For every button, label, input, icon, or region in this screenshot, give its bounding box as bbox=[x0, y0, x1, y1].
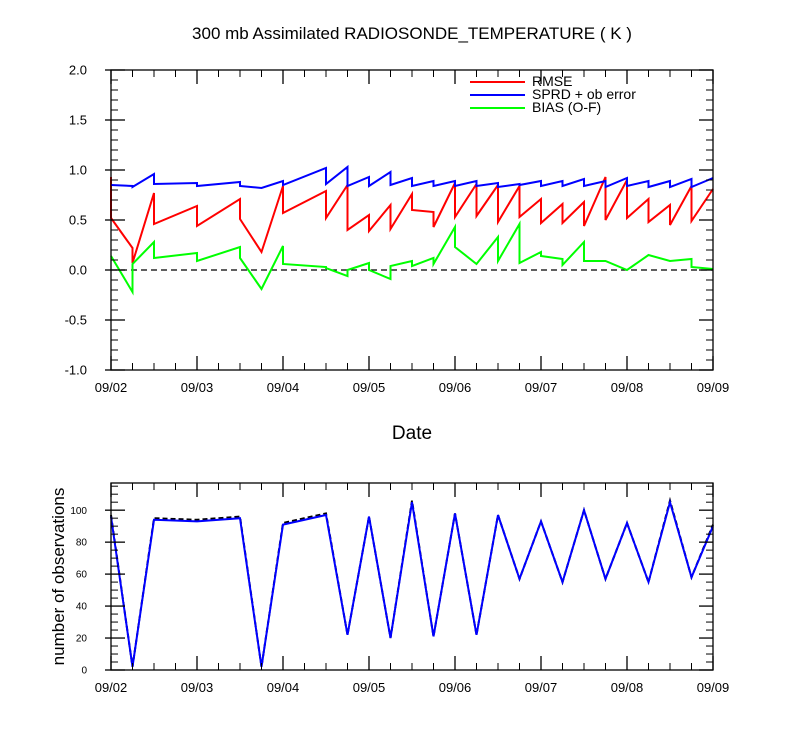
panel1-legend-label-2: SPRD + ob error bbox=[532, 86, 636, 102]
panel2-x-tick-label: 09/07 bbox=[525, 680, 558, 695]
panel1-y-tick-label: 0.5 bbox=[69, 213, 87, 228]
panel2-y-tick-label: 80 bbox=[76, 538, 88, 549]
panel1-legend-label-1: RMSE bbox=[532, 73, 572, 89]
panel2-x-tick-label: 09/02 bbox=[95, 680, 128, 695]
panel2-x-tick-label: 09/05 bbox=[353, 680, 386, 695]
panel2-x-tick-label: 09/09 bbox=[697, 680, 730, 695]
panel1-x-tick-label: 09/03 bbox=[181, 380, 214, 395]
panel1-y-tick-label: 2.0 bbox=[69, 63, 87, 78]
panel1-legend-label-3: BIAS (O-F) bbox=[532, 99, 601, 115]
panel2-y-tick-label: 40 bbox=[76, 602, 88, 613]
panel1-plot-frame bbox=[110, 69, 714, 371]
panel1-y-tick-label: 1.5 bbox=[69, 113, 87, 128]
panel1-x-tick-label: 09/05 bbox=[353, 380, 386, 395]
panel1-series-1-line bbox=[110, 176, 714, 264]
panel1-x-tick-label: 09/06 bbox=[439, 380, 472, 395]
panel1-x-tick-label: 09/07 bbox=[525, 380, 558, 395]
panel2-x-tick-label: 09/03 bbox=[181, 680, 214, 695]
panel2-y-tick-label: 0 bbox=[81, 666, 87, 677]
panel1-x-tick-label: 09/09 bbox=[697, 380, 730, 395]
panel1-series-2-line bbox=[110, 164, 714, 190]
panel2-series-2-line bbox=[110, 498, 714, 667]
panel2-y-tick-label: 60 bbox=[76, 570, 88, 581]
panel1-y-tick-label: -0.5 bbox=[65, 313, 87, 328]
panel2-x-tick-label: 09/06 bbox=[439, 680, 472, 695]
panel2-plot-frame bbox=[110, 482, 714, 671]
panel2-x-tick-label: 09/08 bbox=[611, 680, 644, 695]
panel1-x-tick-label: 09/02 bbox=[95, 380, 128, 395]
panel1-x-axis-label: Date bbox=[392, 423, 432, 444]
panel1-y-tick-label: -1.0 bbox=[65, 363, 87, 378]
panel1-x-tick-label: 09/04 bbox=[267, 380, 300, 395]
panel1-x-tick-label: 09/08 bbox=[611, 380, 644, 395]
panel2-y-tick-label: 20 bbox=[76, 634, 88, 645]
panel1-y-tick-label: 1.0 bbox=[69, 163, 87, 178]
panel2-x-tick-label: 09/04 bbox=[267, 680, 300, 695]
panel2-y-tick-label: 100 bbox=[70, 506, 87, 517]
panel2-y-axis-label: number of observations bbox=[49, 488, 68, 666]
panel1-series-3-line bbox=[110, 220, 714, 296]
panel1-title: 300 mb Assimilated RADIOSONDE_TEMPERATUR… bbox=[192, 24, 632, 43]
panel2-series-1-line bbox=[110, 496, 714, 667]
panel1-y-tick-label: 0.0 bbox=[69, 263, 87, 278]
